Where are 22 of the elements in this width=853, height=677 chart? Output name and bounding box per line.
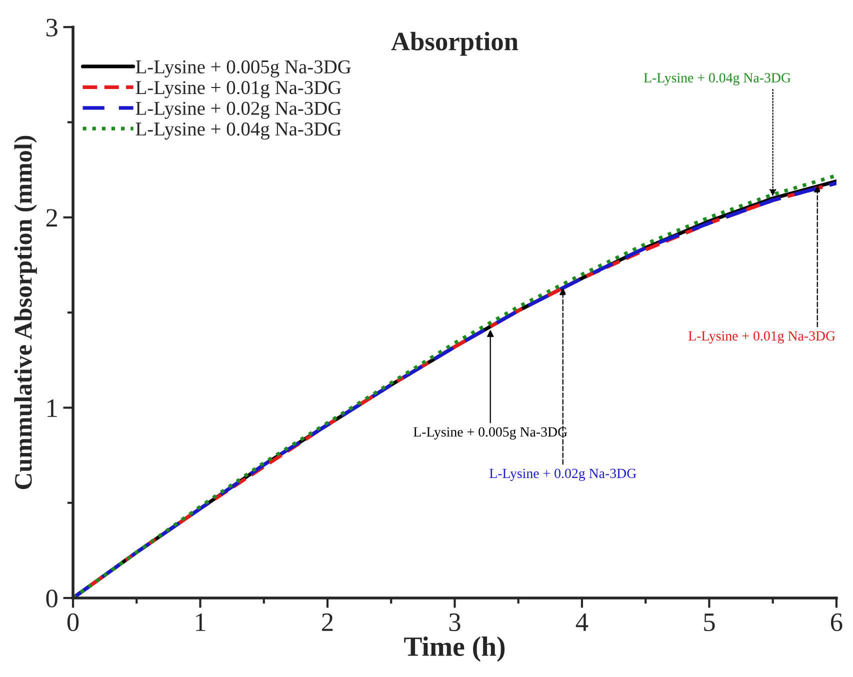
y-tick-label: 0 xyxy=(46,590,58,608)
x-tick-label: 6 xyxy=(830,613,842,632)
legend-label: L-Lysine + 0.02g Na-3DG xyxy=(136,102,342,119)
y-axis-title: Cummulative Absorption (mmol) xyxy=(14,136,37,490)
y-tick-label: 2 xyxy=(46,209,57,227)
y-tick-label: 3 xyxy=(46,18,58,36)
x-tick-label: 3 xyxy=(449,613,460,632)
legend-label: L-Lysine + 0.005g Na-3DG xyxy=(136,60,351,78)
annotation: L-Lysine + 0.005g Na-3DG xyxy=(414,427,568,440)
annotation: L-Lysine + 0.02g Na-3DG xyxy=(490,468,636,481)
x-tick-label: 0 xyxy=(67,613,79,632)
x-axis-title: Time (h) xyxy=(404,636,505,662)
chart-title: Absorption xyxy=(391,32,518,56)
annotation: L-Lysine + 0.04g Na-3DG xyxy=(644,73,791,86)
x-tick-label: 1 xyxy=(196,613,206,631)
x-tick-label: 4 xyxy=(576,614,588,631)
x-tick-label: 5 xyxy=(704,614,715,632)
annotation: L-Lysine + 0.01g Na-3DG xyxy=(688,331,836,344)
legend-label: L-Lysine + 0.04g Na-3DG xyxy=(136,122,342,140)
legend-label: L-Lysine + 0.01g Na-3DG xyxy=(136,81,342,98)
y-tick-label: 1 xyxy=(48,399,57,417)
x-tick-label: 2 xyxy=(322,613,333,631)
